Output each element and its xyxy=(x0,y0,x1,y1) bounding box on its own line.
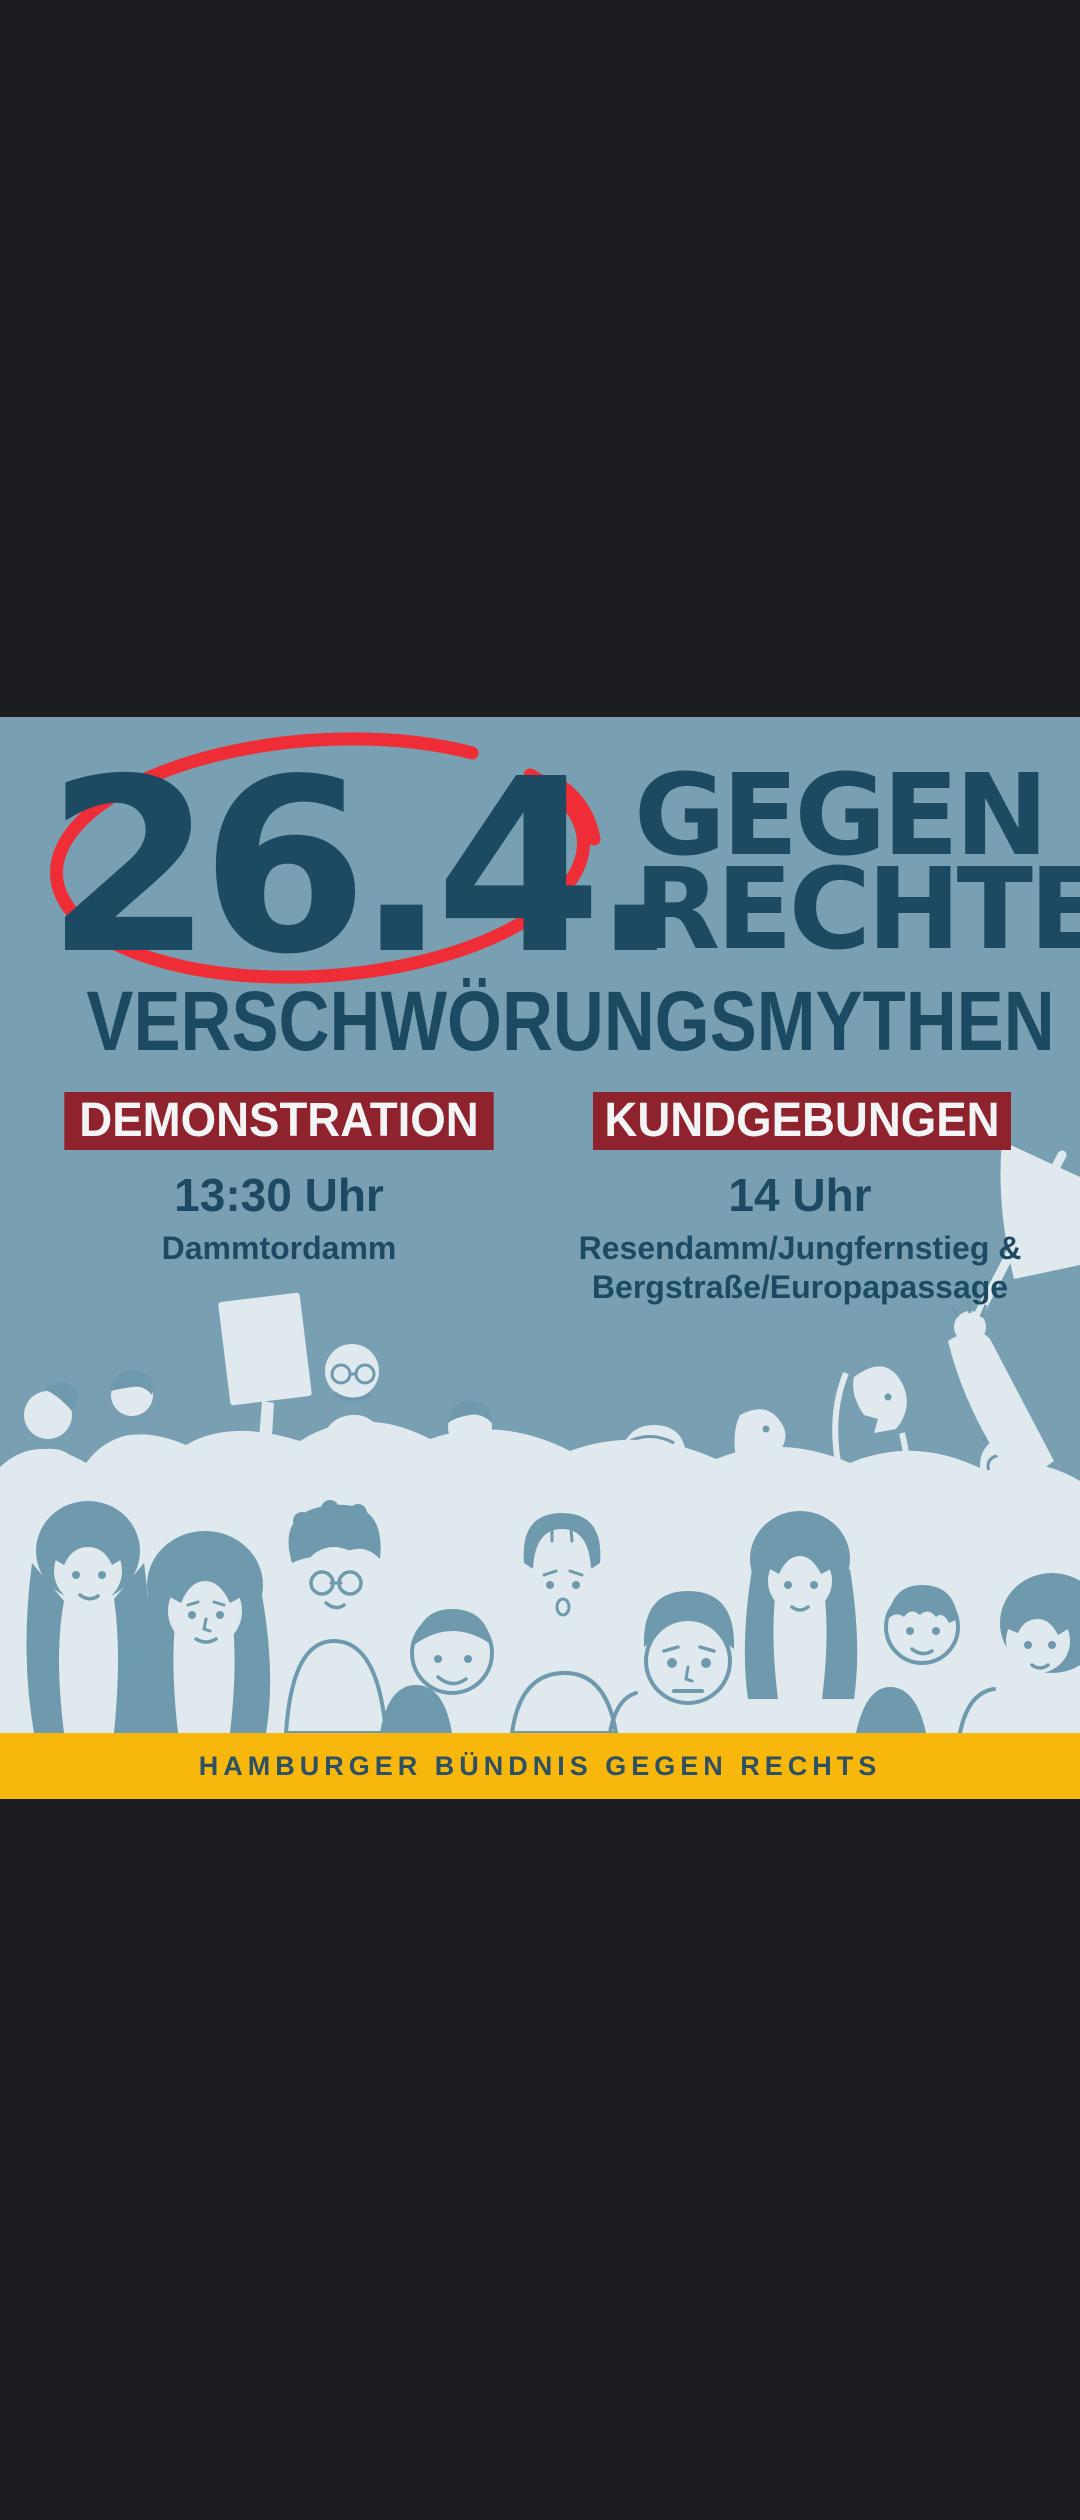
kundgebungen-location-2: Bergstraße/Europapassage xyxy=(591,1268,1009,1305)
headline-line-1: GEGEN xyxy=(634,751,1049,881)
poster-date: 26.4. xyxy=(46,727,681,1007)
demonstration-time: 13:30 Uhr xyxy=(174,1169,384,1221)
crowd-lower-faces xyxy=(26,1500,1080,1733)
badge-demonstration: DEMONSTRATION xyxy=(64,1092,494,1150)
kundgebungen-location-1: Resendamm/Jungfernstieg & xyxy=(578,1229,1022,1266)
poster-subheadline: VERSCHWÖRUNGSMYTHEN xyxy=(86,974,1055,1068)
kundgebungen-time: 14 Uhr xyxy=(728,1169,872,1221)
protest-poster: 26.4. GEGEN RECHTE VERSCHWÖRUNGSMYTHEN D… xyxy=(0,717,1080,1799)
crowd-illustration xyxy=(0,1141,1080,1733)
headline-line-2: RECHTE xyxy=(634,845,1080,976)
footer-banner: HAMBURGER BÜNDNIS GEGEN RECHTS xyxy=(0,1733,1080,1799)
red-circle-annotation xyxy=(50,732,601,984)
footer-banner-text: HAMBURGER BÜNDNIS GEGEN RECHTS xyxy=(198,1750,882,1781)
event-kundgebungen-info: 14 Uhr Resendamm/Jungfernstieg & Bergstr… xyxy=(560,1170,1040,1307)
flag-icon xyxy=(948,1141,1080,1487)
demonstration-location: Dammtordamm xyxy=(161,1229,397,1266)
badge-kundgebungen: KUNDGEBUNGEN xyxy=(593,1092,1011,1150)
event-demonstration-info: 13:30 Uhr Dammtordamm xyxy=(53,1170,505,1268)
poster-headline: GEGEN RECHTE xyxy=(634,751,1080,976)
